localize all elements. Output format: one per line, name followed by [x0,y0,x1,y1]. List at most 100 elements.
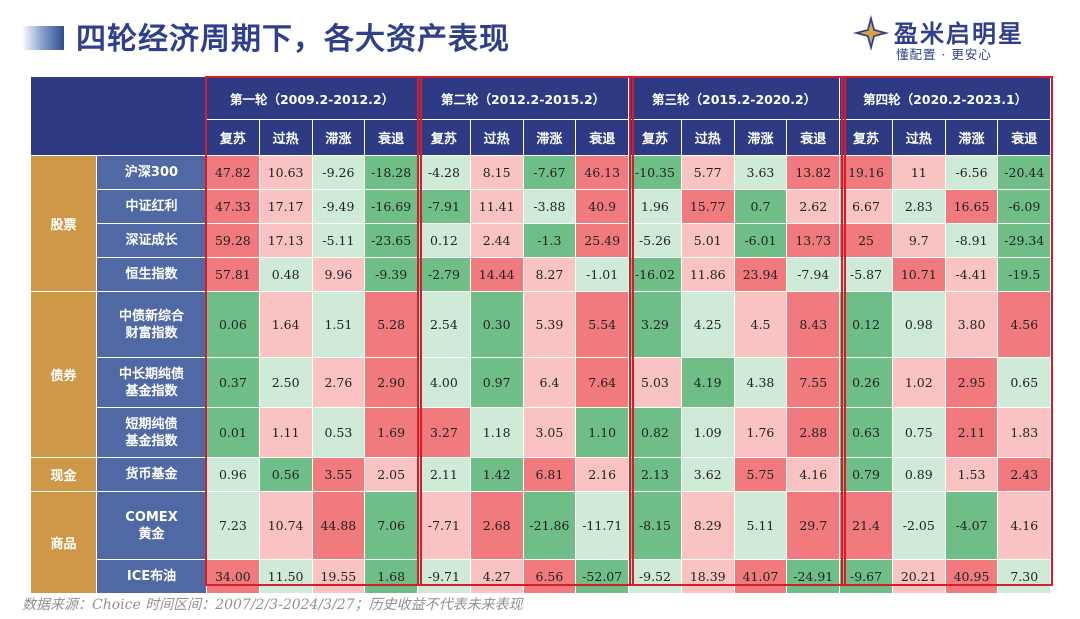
value-cell: 7.30 [997,559,1052,594]
value-cell: 11.50 [258,559,313,594]
value-cell: 0.65 [997,357,1052,408]
value-cell: 0.7 [733,189,788,224]
value-cell: 10.74 [258,491,313,560]
value-cell: 34.00 [206,559,260,594]
value-cell: 40.9 [575,189,630,224]
phase-header: 复苏 [839,119,893,156]
value-cell: 5.03 [628,357,682,408]
value-cell: 2.11 [944,407,999,458]
value-cell: 0.26 [839,357,893,408]
value-cell: 1.76 [733,407,788,458]
value-cell: 16.65 [944,189,999,224]
value-cell: 18.39 [680,559,735,594]
value-cell: 5.01 [680,223,735,258]
value-cell: 7.06 [364,491,419,560]
phase-header: 过热 [469,119,524,156]
value-cell: -52.07 [575,559,630,594]
phase-header: 衰退 [364,119,419,156]
value-cell: 57.81 [206,257,260,292]
value-cell: 1.42 [469,457,524,492]
brand-slogan: 懂配置 · 更安心 [896,47,992,62]
row-label: 中债新综合 财富指数 [96,291,207,358]
value-cell: 7.23 [206,491,260,560]
row-label: 中证红利 [96,189,207,224]
value-cell: 6.81 [522,457,577,492]
value-cell: 19.55 [311,559,366,594]
value-cell: 0.53 [311,407,366,458]
row-label: ICE布油 [96,559,207,594]
value-cell: 0.30 [469,291,524,358]
row-label: 沪深300 [96,155,207,190]
value-cell: 59.28 [206,223,260,258]
value-cell: 2.05 [364,457,419,492]
value-cell: 2.50 [258,357,313,408]
row-label: 短期纯债 基金指数 [96,407,207,458]
value-cell: 11 [891,155,946,190]
value-cell: 6.4 [522,357,577,408]
value-cell: 2.88 [786,407,841,458]
value-cell: 5.54 [575,291,630,358]
brand-name: 盈米启明星 [894,20,1024,48]
row-label: 货币基金 [96,457,207,492]
value-cell: 1.83 [997,407,1052,458]
value-cell: 10.71 [891,257,946,292]
value-cell: 4.38 [733,357,788,408]
value-cell: 3.55 [311,457,366,492]
value-cell: 17.13 [258,223,313,258]
value-cell: 1.64 [258,291,313,358]
value-cell: 7.64 [575,357,630,408]
value-cell: -1.01 [575,257,630,292]
phase-header: 过热 [680,119,735,156]
value-cell: -10.35 [628,155,682,190]
value-cell: 3.80 [944,291,999,358]
value-cell: 0.37 [206,357,260,408]
value-cell: 2.16 [575,457,630,492]
value-cell: 2.43 [997,457,1052,492]
asset-performance-table: 第一轮（2009.2-2012.2） 第二轮（2012.2-2015.2） 第三轮（… [30,76,1053,594]
value-cell: -9.39 [364,257,419,292]
round-header: 第二轮（2012.2-2015.2） [417,76,630,120]
value-cell: 0.01 [206,407,260,458]
row-label: 深证成长 [96,223,207,258]
value-cell: 0.98 [891,291,946,358]
value-cell: 0.79 [839,457,893,492]
value-cell: 3.27 [417,407,471,458]
value-cell: -8.15 [628,491,682,560]
phase-header: 滞涨 [733,119,788,156]
table-row: 中长期纯债 基金指数 0.37 2.50 2.76 2.90 4.00 0.97 6.4 7.6… [31,357,1052,408]
value-cell: -7.67 [522,155,577,190]
value-cell: 1.02 [891,357,946,408]
value-cell: 4.16 [786,457,841,492]
phase-header: 复苏 [628,119,682,156]
value-cell: 11.41 [469,189,524,224]
value-cell: 2.62 [786,189,841,224]
value-cell: -18.28 [364,155,419,190]
value-cell: 2.90 [364,357,419,408]
value-cell: 1.53 [944,457,999,492]
table-corner [30,76,207,156]
value-cell: -9.26 [311,155,366,190]
value-cell: 7.55 [786,357,841,408]
value-cell: 21.4 [839,491,893,560]
value-cell: -16.69 [364,189,419,224]
value-cell: 3.29 [628,291,682,358]
value-cell: 0.97 [469,357,524,408]
value-cell: 1.96 [628,189,682,224]
value-cell: 2.11 [417,457,471,492]
value-cell: -9.49 [311,189,366,224]
value-cell: 5.39 [522,291,577,358]
value-cell: 25 [839,223,893,258]
value-cell: 0.06 [206,291,260,358]
value-cell: -23.65 [364,223,419,258]
value-cell: -8.91 [944,223,999,258]
value-cell: 44.88 [311,491,366,560]
value-cell: -19.5 [997,257,1052,292]
row-label: 中长期纯债 基金指数 [96,357,207,408]
phase-header: 衰退 [786,119,841,156]
value-cell: 0.56 [258,457,313,492]
value-cell: -4.28 [417,155,471,190]
value-cell: 2.95 [944,357,999,408]
value-cell: 2.54 [417,291,471,358]
value-cell: 15.77 [680,189,735,224]
phase-header: 滞涨 [311,119,366,156]
